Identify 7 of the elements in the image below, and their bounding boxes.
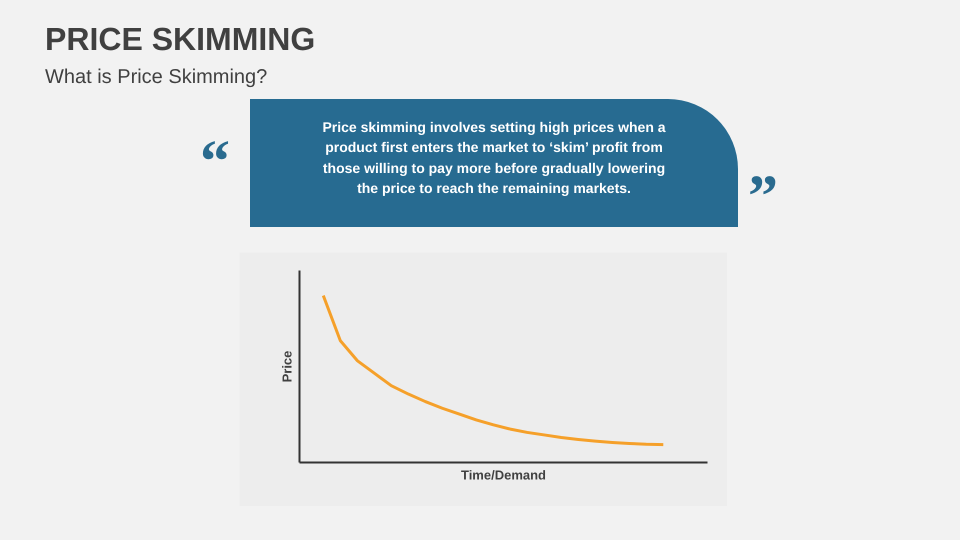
text: “ bbox=[200, 127, 230, 196]
x-axis-title: Time/Demand bbox=[460, 468, 546, 482]
text: ” bbox=[748, 162, 778, 231]
chart-subtitle: What is Price Skimming? bbox=[45, 65, 268, 90]
text: Price skimming involves setting high prices when a product first enters the market to ‘skim’ profit from those willing to pay more before gradually lowering the price to reach the remaining markets. bbox=[321, 118, 667, 198]
y-axis-title: Price bbox=[280, 350, 294, 382]
chart-title: PRICE SKIMMING bbox=[45, 20, 316, 59]
